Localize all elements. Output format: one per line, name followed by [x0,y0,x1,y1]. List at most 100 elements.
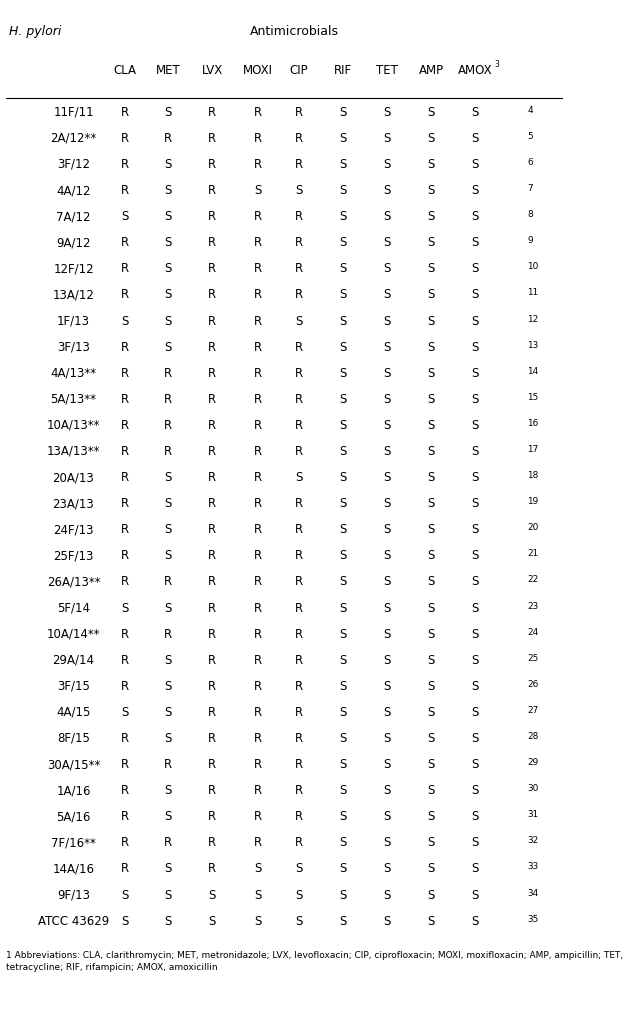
Text: S: S [383,914,391,928]
Text: S: S [383,419,391,432]
Text: S: S [427,914,435,928]
Text: S: S [427,158,435,171]
Text: R: R [254,679,261,693]
Text: R: R [208,679,216,693]
Text: R: R [121,184,128,197]
Text: 26: 26 [527,679,539,689]
Text: S: S [427,419,435,432]
Text: 13A/13**: 13A/13** [47,445,100,458]
Text: S: S [427,576,435,589]
Text: S: S [164,314,172,327]
Text: S: S [427,732,435,745]
Text: 29: 29 [527,758,539,767]
Text: R: R [295,497,303,511]
Text: S: S [383,549,391,562]
Text: S: S [383,289,391,301]
Text: Antimicrobials: Antimicrobials [249,25,339,39]
Text: R: R [208,497,216,511]
Text: 11F/11: 11F/11 [53,106,94,119]
Text: S: S [164,262,172,276]
Text: R: R [295,419,303,432]
Text: R: R [121,862,128,876]
Text: 10A/14**: 10A/14** [47,627,100,641]
Text: 3F/15: 3F/15 [57,679,90,693]
Text: 6: 6 [527,158,533,167]
Text: S: S [339,106,347,119]
Text: 7A/12: 7A/12 [56,211,91,223]
Text: R: R [208,836,216,849]
Text: S: S [164,497,172,511]
Text: S: S [295,314,303,327]
Text: R: R [208,106,216,119]
Text: ATCC 43629: ATCC 43629 [38,914,109,928]
Text: R: R [254,106,261,119]
Text: R: R [121,236,128,249]
Text: R: R [208,184,216,197]
Text: S: S [383,576,391,589]
Text: S: S [472,419,479,432]
Text: R: R [295,549,303,562]
Text: AMOX: AMOX [458,64,493,77]
Text: S: S [339,576,347,589]
Text: R: R [121,393,128,406]
Text: S: S [427,289,435,301]
Text: 32: 32 [527,836,539,845]
Text: S: S [383,627,391,641]
Text: R: R [208,654,216,667]
Text: S: S [121,314,128,327]
Text: 3F/12: 3F/12 [57,158,90,171]
Text: 5F/14: 5F/14 [57,601,90,614]
Text: S: S [427,132,435,144]
Text: 1F/13: 1F/13 [57,314,90,327]
Text: S: S [121,706,128,719]
Text: R: R [121,732,128,745]
Text: S: S [339,262,347,276]
Text: 3: 3 [494,60,499,69]
Text: 13: 13 [527,341,539,350]
Text: S: S [427,889,435,901]
Text: TET: TET [376,64,398,77]
Text: S: S [295,914,303,928]
Text: S: S [383,341,391,354]
Text: 12F/12: 12F/12 [53,262,94,276]
Text: R: R [164,419,172,432]
Text: S: S [427,679,435,693]
Text: S: S [427,784,435,797]
Text: S: S [427,862,435,876]
Text: S: S [164,106,172,119]
Text: S: S [164,732,172,745]
Text: S: S [383,367,391,379]
Text: S: S [339,862,347,876]
Text: 11: 11 [527,289,539,297]
Text: 25F/13: 25F/13 [53,549,94,562]
Text: LVX: LVX [201,64,223,77]
Text: S: S [295,184,303,197]
Text: S: S [427,236,435,249]
Text: 2A/12**: 2A/12** [50,132,96,144]
Text: S: S [339,158,347,171]
Text: R: R [208,862,216,876]
Text: R: R [254,732,261,745]
Text: S: S [339,341,347,354]
Text: 8: 8 [527,211,533,219]
Text: S: S [427,211,435,223]
Text: R: R [295,601,303,614]
Text: R: R [121,419,128,432]
Text: S: S [383,679,391,693]
Text: S: S [427,836,435,849]
Text: S: S [339,289,347,301]
Text: S: S [472,549,479,562]
Text: S: S [254,184,261,197]
Text: 4A/12: 4A/12 [56,184,91,197]
Text: 21: 21 [527,549,539,558]
Text: S: S [472,524,479,536]
Text: S: S [472,732,479,745]
Text: 14A/16: 14A/16 [52,862,95,876]
Text: S: S [427,341,435,354]
Text: S: S [472,784,479,797]
Text: S: S [427,524,435,536]
Text: R: R [121,654,128,667]
Text: S: S [208,889,216,901]
Text: R: R [164,445,172,458]
Text: R: R [254,811,261,824]
